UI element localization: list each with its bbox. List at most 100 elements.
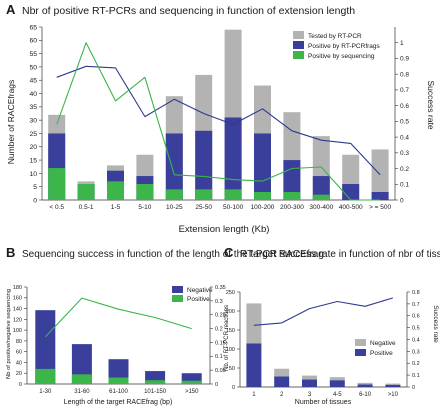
panel-a-ytick-label: 20 <box>29 144 37 151</box>
panel-a-ytick-label: 0 <box>33 197 37 204</box>
panel-b-bar-series-1 <box>181 373 202 384</box>
legend-label-positive-seq: Positive by sequencing <box>308 53 375 60</box>
panel-a-lines <box>56 42 381 201</box>
panel-b: B Sequencing success in function of the … <box>6 245 324 406</box>
panel-a-ytick-label: 10 <box>29 171 37 178</box>
panel-a-title: Nbr of positive RT-PCRs and sequencing i… <box>22 5 355 17</box>
panel-a-ytick-label: 15 <box>29 157 37 164</box>
panel-b-ytick-label: 60 <box>16 350 22 356</box>
panel-b-category-label: >150 <box>185 389 199 395</box>
panel-a-category-label: 50-100 <box>223 204 244 211</box>
panel-a-bar-series-3 <box>224 189 242 200</box>
panel-a-y2tick-label: 0.4 <box>400 134 409 141</box>
panel-c-axes: 0 50 100 150 200 250 0 0.1 0.2 0.3 0.4 0.5 0.6 0.7 0.8… <box>226 290 420 398</box>
panel-b-ytick-label: 160 <box>13 296 22 302</box>
panel-b-ytick-label: 40 <box>16 360 22 366</box>
panel-a-bar-series-3 <box>165 189 183 200</box>
panel-a-category-label: < 0.5 <box>49 204 64 211</box>
panel-b-ytick-label: 80 <box>16 339 22 345</box>
panel-a-letter: A <box>6 2 16 17</box>
panel-b-y2tick-label: 0.2 <box>215 326 223 332</box>
panel-a-y2tick-label: 0.9 <box>400 56 409 63</box>
panel-a-bar-series-2 <box>312 176 330 200</box>
panel-c-bar-negative <box>385 383 401 385</box>
panel-a-category-label: 25-50 <box>195 204 212 211</box>
panel-a-ytick-label: 65 <box>29 24 37 31</box>
panel-b-bar-series-1 <box>35 310 56 384</box>
panel-c-bar-positive <box>357 384 373 387</box>
panel-a-bar-series-2 <box>371 192 389 200</box>
legend-swatch-tested <box>293 31 304 39</box>
legend-label-positive-rtpcr: Positive by RT-PCRfrags <box>308 43 381 50</box>
panel-a-ytick-label: 35 <box>29 104 37 111</box>
panel-c-y2tick-label: 0.2 <box>412 361 420 367</box>
panel-b-bar-series-2 <box>108 377 129 384</box>
panel-c-ytick-label: 250 <box>226 290 235 296</box>
panel-a-ytick-label: 40 <box>29 91 37 98</box>
panel-c: C RT-PCR success rate in function of nbr… <box>224 245 440 406</box>
panel-c-bar-positive <box>385 384 401 387</box>
panel-b-category-label: 101-150 <box>144 389 167 395</box>
panel-a-bar-series-3 <box>136 184 154 200</box>
panel-c-y2tick-label: 0.6 <box>412 314 420 320</box>
panel-a-bar-series-2 <box>342 184 360 200</box>
panel-a-y2tick-label: 0.3 <box>400 150 409 157</box>
panel-a-category-label: > = 500 <box>369 204 391 211</box>
panel-b-letter: B <box>6 245 15 260</box>
panel-c-title: RT-PCR success rate in function of nbr o… <box>240 249 440 260</box>
panel-a-bar-series-2 <box>254 133 271 200</box>
panel-b-ytick-label: 120 <box>13 317 22 323</box>
panel-a-ytick-label: 25 <box>29 131 37 138</box>
panel-a-category-label: 300-400 <box>309 204 333 211</box>
legend-label-tested: Tested by RT-PCR <box>308 33 362 40</box>
panel-a-y2tick-label: 0.7 <box>400 87 409 94</box>
panel-a-bar-series-3 <box>283 192 301 200</box>
panel-c-bar-negative <box>274 368 290 377</box>
panel-a-y2tick-label: 1 <box>400 40 404 47</box>
legend-label-positive-b: Positive <box>187 296 210 303</box>
panel-a-bar-series-2 <box>224 117 242 200</box>
panel-a-ytick-label: 45 <box>29 78 37 85</box>
legend-swatch-positive-b <box>172 295 183 302</box>
panel-c-bar-positive <box>246 343 262 387</box>
panel-b-bar-series-2 <box>71 374 92 384</box>
panel-a-category-label: 5-10 <box>138 204 151 211</box>
legend-swatch-negative-c <box>355 339 366 346</box>
panel-c-y2tick-label: 0 <box>412 385 415 391</box>
panel-c-y2tick-label: 0.5 <box>412 326 420 332</box>
legend-swatch-positive-seq <box>293 51 304 59</box>
panel-b-ylabel: Nb of positive/negative sequencing <box>6 289 12 379</box>
panel-c-y2tick-label: 0.7 <box>412 302 420 308</box>
panel-a-y2tick-label: 0.2 <box>400 166 409 173</box>
panel-a-rate-line-2 <box>56 42 381 201</box>
panel-c-category-label: 6-10 <box>359 392 372 398</box>
panel-a-bar-series-3 <box>312 194 330 200</box>
panel-c-ytick-label: 150 <box>226 328 235 334</box>
panel-c-bar-positive <box>329 380 345 387</box>
panel-c-lines <box>253 297 394 326</box>
panel-b-rate-line-1 <box>44 297 192 338</box>
panel-a-category-label: 400-500 <box>339 204 363 211</box>
panel-c-y2tick-label: 0.8 <box>412 290 420 296</box>
panel-b-category-label: 61-100 <box>109 389 128 395</box>
panel-a-bar-series-3 <box>254 192 271 200</box>
panel-b-bars <box>35 310 202 384</box>
panel-a-category-label: 100-200 <box>251 204 275 211</box>
panel-b-y2tick-label: 0.05 <box>215 368 226 374</box>
legend-label-positive-c: Positive <box>370 350 393 357</box>
panel-c-legend: Negative Positive <box>355 339 396 357</box>
panel-c-category-label: 4-5 <box>333 392 342 398</box>
panel-a-ytick-label: 30 <box>29 118 37 125</box>
panel-a-ytick-label: 55 <box>29 51 37 58</box>
panel-c-xlabel: Number of tissues <box>295 399 352 406</box>
panel-c-category-label: 1 <box>252 392 256 398</box>
panel-c-bar-negative <box>302 375 317 380</box>
panel-a-legend: Tested by RT-PCR Positive by RT-PCRfrags… <box>293 31 381 60</box>
panel-c-bar-negative <box>357 382 373 385</box>
panel-a-y2tick-label: 0 <box>400 197 404 204</box>
panel-b-ytick-label: 180 <box>13 285 22 291</box>
panel-a-ytick-label: 60 <box>29 38 37 45</box>
panel-a-bar-series-3 <box>48 168 66 200</box>
